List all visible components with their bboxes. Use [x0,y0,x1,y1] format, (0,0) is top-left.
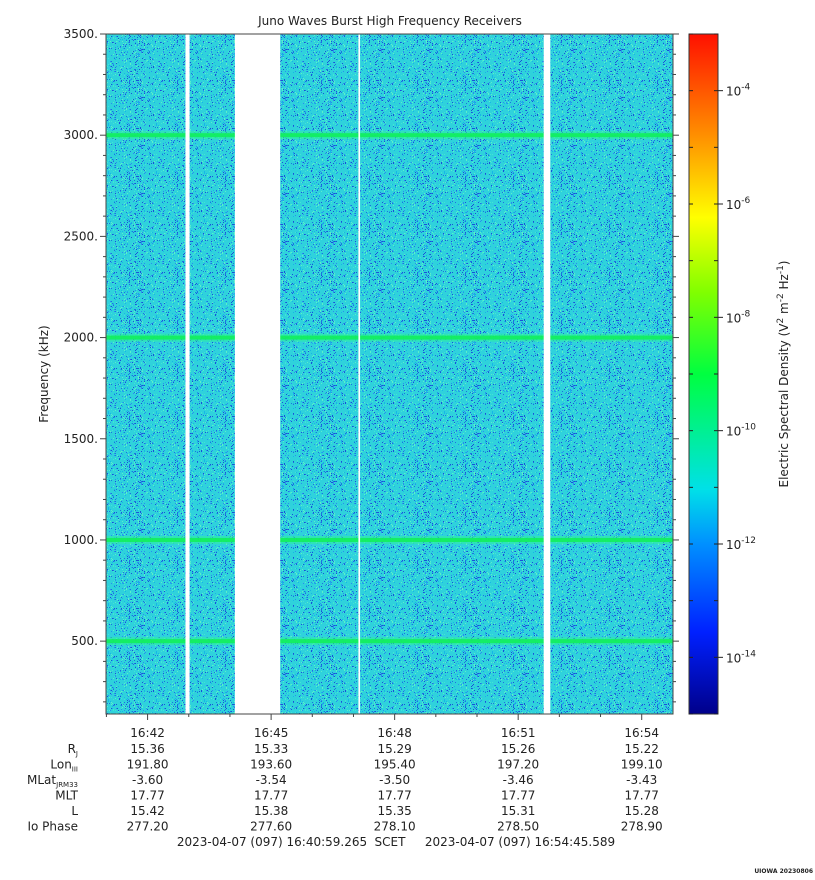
x-tick-label: 16:42 [130,726,165,740]
ephemeris-value: 193.60 [250,758,292,772]
colorbar-label-exponent: 2 [776,318,786,324]
ephemeris-value: 199.10 [621,758,663,772]
colorbar-tick-exponent: -8 [741,309,750,319]
colorbar-tick-label: 10-14 [726,649,756,665]
emission-band [106,639,673,644]
plot-frame [105,33,674,715]
ephemeris-table: RJ 15.36 15.33 15.29 15.26 15.22 LonIII 191.80 1… [27,742,663,834]
colorbar-label-exponent: -2 [776,293,786,302]
ephemeris-value: 15.28 [625,804,659,818]
time-range-footer: 2023-04-07 (097) 16:40:59.265 SCET 2023-… [177,835,615,849]
x-axis: 16:42 16:45 16:48 16:51 16:54 [105,714,659,740]
ephemeris-row-label: MLatJRM33 [27,773,78,789]
ephemeris-value: -3.50 [379,773,410,787]
footer-stamp: UIOWA 20230806 [754,868,813,875]
ephemeris-value: 15.29 [377,742,411,756]
y-tick-label: 3500. [64,27,98,41]
chart-title: Juno Waves Burst High Frequency Receiver… [257,14,522,28]
data-gaps [185,34,551,714]
colorbar-tick-label: 10-8 [726,309,751,325]
ephemeris-row-label: RJ [68,742,78,758]
ephemeris-value: 278.50 [497,820,539,834]
colorbar-tick-label: 10-6 [726,196,751,212]
colorbar-label-exponent: -1 [776,265,786,274]
ephemeris-value: 15.33 [254,742,288,756]
ephemeris-value: -3.54 [256,773,287,787]
y-tick-label: 1000. [64,533,98,547]
emission-bands [106,131,673,646]
colorbar-label: Electric Spectral Density (V2 m-2 Hz-1) [776,260,791,487]
colorbar-tick-exponent: -10 [741,423,756,433]
ephemeris-value: 17.77 [130,789,164,803]
ephemeris-value: 197.20 [497,758,539,772]
colorbar-tick-exponent: -12 [741,536,756,546]
ephemeris-value: 17.77 [625,789,659,803]
plot-area [105,33,674,715]
time-range-end: 2023-04-07 (097) 16:54:45.589 [425,835,615,849]
x-tick-label: 16:51 [501,726,536,740]
colorbar-tick-label: 10-10 [726,423,756,439]
ephemeris-value: 277.60 [250,820,292,834]
ephemeris-row-subscript: J [75,750,78,758]
ephemeris-row-subscript: III [72,766,78,774]
ephemeris-value: 15.42 [130,804,164,818]
ephemeris-row-subscript: JRM33 [55,781,78,789]
ephemeris-value: 15.22 [625,742,659,756]
ephemeris-row-label: LonIII [50,758,78,774]
colorbar-tick-exponent: -4 [741,83,750,93]
y-tick-label: 2000. [64,331,98,345]
ephemeris-value: 195.40 [374,758,416,772]
colorbar-tick-label: 10-12 [726,536,756,552]
data-gap [234,34,281,714]
data-gap [358,34,361,714]
colorbar-label-part: ) [777,260,791,265]
emission-band [106,133,673,138]
ephemeris-value: 278.90 [621,820,663,834]
colorbar: 10-14 10-12 10-10 10-8 10-6 10-4 Electric Spe… [688,33,791,715]
ephemeris-value: 277.20 [127,820,169,834]
colorbar-label-part: Electric Spectral Density (V [777,323,791,488]
ephemeris-value: 191.80 [127,758,169,772]
ephemeris-row-label: L [71,804,78,818]
colorbar-label-part: m [777,302,791,318]
x-tick-label: 16:48 [377,726,412,740]
colorbar-gradient [688,33,719,715]
ephemeris-value: 17.77 [254,789,288,803]
data-gap [543,34,551,714]
ephemeris-value: 15.36 [130,742,164,756]
ephemeris-value: 15.35 [377,804,411,818]
ephemeris-value: 15.26 [501,742,535,756]
colorbar-tick-exponent: -6 [741,196,750,206]
ephemeris-value: -3.60 [132,773,163,787]
time-range-label: SCET [375,835,407,849]
x-tick-label: 16:54 [624,726,659,740]
data-gap [185,34,190,714]
ephemeris-row-label: MLT [55,789,78,803]
ephemeris-value: 17.77 [377,789,411,803]
emission-band [106,537,673,542]
ephemeris-value: -3.43 [626,773,657,787]
y-axis-label: Frequency (kHz) [37,325,51,422]
ephemeris-value: 17.77 [501,789,535,803]
y-tick-label: 2500. [64,229,98,243]
colorbar-tick-exponent: -14 [741,649,756,659]
spectrogram-background [106,34,673,714]
y-tick-label: 500. [71,634,98,648]
ephemeris-row-label: Io Phase [27,820,78,834]
colorbar-tick-label: 10-4 [726,83,751,99]
emission-band [106,335,673,340]
x-tick-label: 16:45 [254,726,289,740]
ephemeris-value: -3.46 [503,773,534,787]
y-tick-label: 3000. [64,128,98,142]
ephemeris-value: 278.10 [374,820,416,834]
time-range-start: 2023-04-07 (097) 16:40:59.265 [177,835,367,849]
y-tick-label: 1500. [64,432,98,446]
colorbar-label-part: Hz [777,274,791,293]
ephemeris-value: 15.31 [501,804,535,818]
y-axis: 500. 1000. 1500. 2000. 2500. 3000. 3500. [64,27,679,703]
ephemeris-value: 15.38 [254,804,288,818]
